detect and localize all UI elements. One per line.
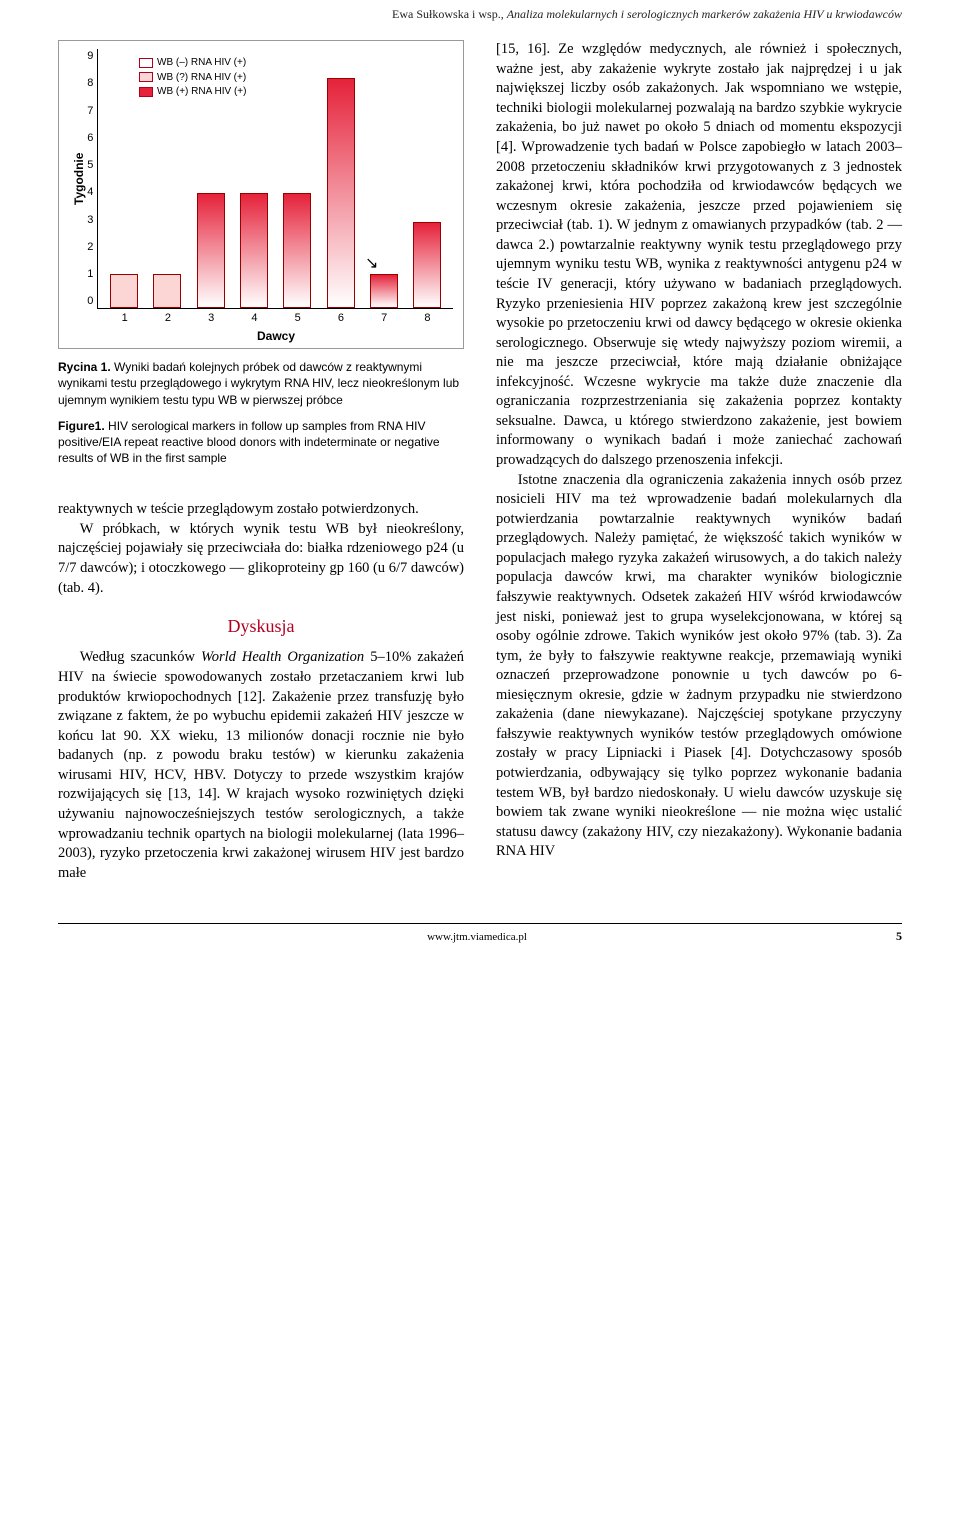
figure-caption-en: Figure1. HIV serological markers in foll… [58,418,464,467]
footer-url: www.jtm.viamedica.pl [58,930,896,945]
right-column: [15, 16]. Ze względów medycznych, ale ró… [496,40,902,883]
chart-x-tick: 8 [424,311,430,326]
chart-y-tick: 1 [87,267,93,282]
chart-y-tick: 5 [87,158,93,173]
left-para-3a: Według szacunków [80,649,201,665]
chart-x-tick: 1 [122,311,128,326]
chart-y-tick: 0 [87,294,93,309]
chart-y-tick: 7 [87,104,93,119]
page-footer: www.jtm.viamedica.pl 5 [58,923,902,944]
figure-caption-pl-text: Wyniki badań kolejnych próbek od dawców … [58,360,459,406]
figure-chart: WB (–) RNA HIV (+)WB (?) RNA HIV (+)WB (… [58,40,464,349]
figure-caption-en-title: Figure1. [58,419,105,433]
running-head-prefix: Ewa Sułkowska i wsp., [392,7,507,21]
chart-bar [153,274,181,309]
chart-bar: ↘ [370,274,398,309]
left-para-3-italic: World Health Organization [201,649,364,665]
chart-y-tick: 6 [87,131,93,146]
figure-caption-pl-title: Rycina 1. [58,360,111,374]
chart-bar [283,193,311,308]
chart-bar [327,78,355,308]
chart-y-tick: 9 [87,49,93,64]
chart-x-tick: 7 [381,311,387,326]
chart-bars: ↘ [98,49,453,308]
left-para-2: W próbkach, w których wynik testu WB był… [58,520,464,598]
chart-y-tick: 2 [87,240,93,255]
running-head-title: Analiza molekularnych i serologicznych m… [507,7,902,21]
chart-x-axis-label: Dawcy [99,328,453,344]
chart-bar [197,193,225,308]
left-column: WB (–) RNA HIV (+)WB (?) RNA HIV (+)WB (… [58,40,464,883]
chart-x-tick: 5 [295,311,301,326]
chart-y-tick: 3 [87,213,93,228]
left-para-3: Według szacunków World Health Organizati… [58,648,464,883]
footer-page-number: 5 [896,928,902,944]
section-heading-dyskusja: Dyskusja [58,614,464,638]
chart-y-tick: 4 [87,185,93,200]
left-para-1: reaktywnych w teście przeglądowym został… [58,500,464,520]
chart-y-tick: 8 [87,76,93,91]
chart-x-ticks: 1 2 3 4 5 6 7 8 [99,309,453,326]
right-para-2: Istotne znaczenia dla ograniczenia zakaż… [496,471,902,862]
chart-plot-area: ↘ [97,49,453,309]
chart-y-axis-label: Tygodnie [67,49,87,309]
arrow-icon: ↘ [365,253,378,275]
chart-bar [240,193,268,308]
left-para-3b: 5–10% zakażeń HIV na świecie spowodowany… [58,649,464,880]
figure-caption-pl: Rycina 1. Wyniki badań kolejnych próbek … [58,359,464,408]
chart-x-tick: 4 [251,311,257,326]
figure-caption-en-text: HIV serological markers in follow up sam… [58,419,440,465]
chart-y-ticks: 0 1 2 3 4 5 6 7 8 9 [87,49,97,309]
chart-x-tick: 6 [338,311,344,326]
chart-x-tick: 3 [208,311,214,326]
running-head: Ewa Sułkowska i wsp., Analiza molekularn… [58,0,902,40]
chart-bar [110,274,138,309]
right-para-1: [15, 16]. Ze względów medycznych, ale ró… [496,40,902,470]
chart-x-tick: 2 [165,311,171,326]
chart-bar [413,222,441,308]
